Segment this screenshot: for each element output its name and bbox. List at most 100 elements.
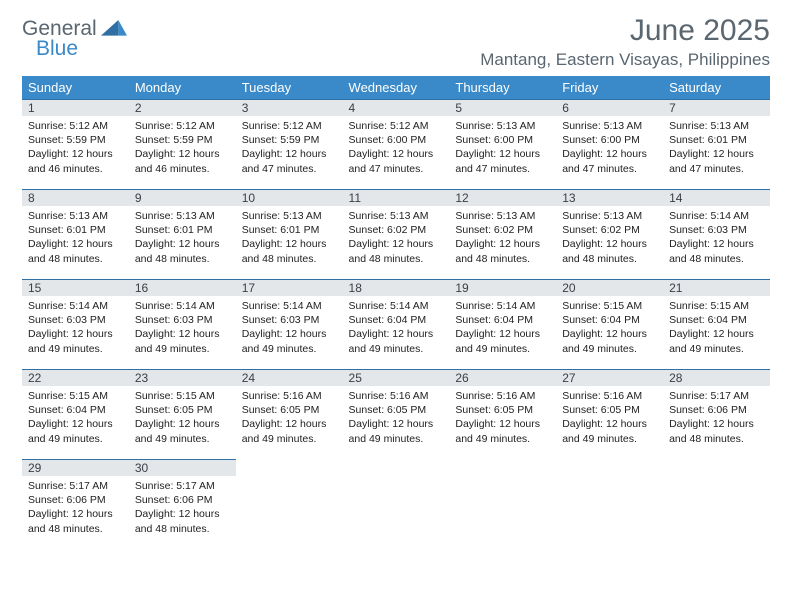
day-detail: Sunrise: 5:12 AMSunset: 6:00 PMDaylight:…	[343, 116, 450, 182]
calendar-day-cell: 30Sunrise: 5:17 AMSunset: 6:06 PMDayligh…	[129, 459, 236, 549]
calendar-day-cell: 22Sunrise: 5:15 AMSunset: 6:04 PMDayligh…	[22, 369, 129, 459]
sunset-line: Sunset: 6:05 PM	[349, 404, 427, 416]
day-detail: Sunrise: 5:16 AMSunset: 6:05 PMDaylight:…	[236, 386, 343, 452]
day-detail: Sunrise: 5:16 AMSunset: 6:05 PMDaylight:…	[449, 386, 556, 452]
sunrise-line: Sunrise: 5:14 AM	[349, 300, 429, 312]
day-number: 4	[343, 99, 450, 116]
daylight-line: Daylight: 12 hours and 49 minutes.	[28, 418, 113, 444]
day-number: 27	[556, 369, 663, 386]
day-detail: Sunrise: 5:13 AMSunset: 6:01 PMDaylight:…	[22, 206, 129, 272]
sunset-line: Sunset: 6:02 PM	[562, 224, 640, 236]
daylight-line: Daylight: 12 hours and 48 minutes.	[135, 238, 220, 264]
daylight-line: Daylight: 12 hours and 49 minutes.	[135, 418, 220, 444]
sunrise-line: Sunrise: 5:15 AM	[669, 300, 749, 312]
sunset-line: Sunset: 6:06 PM	[669, 404, 747, 416]
calendar-day-cell	[236, 459, 343, 549]
calendar-day-cell: 15Sunrise: 5:14 AMSunset: 6:03 PMDayligh…	[22, 279, 129, 369]
sunset-line: Sunset: 6:04 PM	[562, 314, 640, 326]
weekday-header: Thursday	[449, 76, 556, 99]
daylight-line: Daylight: 12 hours and 49 minutes.	[669, 328, 754, 354]
calendar-day-cell: 28Sunrise: 5:17 AMSunset: 6:06 PMDayligh…	[663, 369, 770, 459]
day-number: 16	[129, 279, 236, 296]
day-number: 5	[449, 99, 556, 116]
daylight-line: Daylight: 12 hours and 49 minutes.	[28, 328, 113, 354]
calendar-day-cell: 2Sunrise: 5:12 AMSunset: 5:59 PMDaylight…	[129, 99, 236, 189]
daylight-line: Daylight: 12 hours and 48 minutes.	[669, 238, 754, 264]
day-number: 26	[449, 369, 556, 386]
day-number: 1	[22, 99, 129, 116]
day-detail: Sunrise: 5:13 AM Sunset: 6:02 PM Daylight:…	[556, 206, 663, 272]
daylight-line: Daylight: 12 hours and 49 minutes.	[135, 328, 220, 354]
day-number: 29	[22, 459, 129, 476]
sunrise-line: Sunrise: 5:16 AM	[455, 390, 535, 402]
sunset-line: Sunset: 6:01 PM	[242, 224, 320, 236]
sunrise-line: Sunrise: 5:16 AM	[349, 390, 429, 402]
calendar-day-cell: 20Sunrise: 5:15 AMSunset: 6:04 PMDayligh…	[556, 279, 663, 369]
daylight-line: Daylight: 12 hours and 47 minutes.	[455, 148, 540, 174]
day-number: 19	[449, 279, 556, 296]
calendar-day-cell: 7Sunrise: 5:13 AMSunset: 6:01 PMDaylight…	[663, 99, 770, 189]
daylight-line: Daylight: 12 hours and 48 minutes.	[242, 238, 327, 264]
sunset-line: Sunset: 6:01 PM	[669, 134, 747, 146]
calendar-day-cell	[449, 459, 556, 549]
day-detail: Sunrise: 5:15 AMSunset: 6:04 PMDaylight:…	[663, 296, 770, 362]
brand-mark-icon	[101, 20, 127, 46]
sunrise-line: Sunrise: 5:13 AM	[562, 120, 642, 132]
weekday-header: Wednesday	[343, 76, 450, 99]
day-number: 21	[663, 279, 770, 296]
calendar-day-cell: 9Sunrise: 5:13 AMSunset: 6:01 PMDaylight…	[129, 189, 236, 279]
day-detail: Sunrise: 5:14 AMSunset: 6:03 PMDaylight:…	[663, 206, 770, 272]
calendar-day-cell: 6Sunrise: 5:13 AMSunset: 6:00 PMDaylight…	[556, 99, 663, 189]
day-detail: Sunrise: 5:14 AMSunset: 6:03 PMDaylight:…	[129, 296, 236, 362]
sunrise-line: Sunrise: 5:14 AM	[455, 300, 535, 312]
day-number: 17	[236, 279, 343, 296]
daylight-line: Daylight: 12 hours and 48 minutes.	[562, 238, 647, 264]
day-number: 12	[449, 189, 556, 206]
sunrise-line: Sunrise: 5:13 AM	[242, 210, 322, 222]
day-detail: Sunrise: 5:12 AMSunset: 5:59 PMDaylight:…	[236, 116, 343, 182]
sunrise-line: Sunrise: 5:13 AM	[455, 120, 535, 132]
weekday-header: Sunday	[22, 76, 129, 99]
day-number: 22	[22, 369, 129, 386]
sunset-line: Sunset: 6:00 PM	[455, 134, 533, 146]
sunrise-line: Sunrise: 5:13 AM	[349, 210, 429, 222]
daylight-line: Daylight: 12 hours and 49 minutes.	[455, 328, 540, 354]
sunset-line: Sunset: 6:01 PM	[135, 224, 213, 236]
sunrise-line: Sunrise: 5:13 AM	[28, 210, 108, 222]
sunset-line: Sunset: 6:02 PM	[455, 224, 533, 236]
calendar-day-cell: 10Sunrise: 5:13 AMSunset: 6:01 PMDayligh…	[236, 189, 343, 279]
day-detail: Sunrise: 5:16 AMSunset: 6:05 PMDaylight:…	[343, 386, 450, 452]
header: General Blue June 2025 Mantang, Eastern …	[22, 14, 770, 70]
sunrise-line: Sunrise: 5:12 AM	[28, 120, 108, 132]
sunrise-line: Sunrise: 5:16 AM	[242, 390, 322, 402]
calendar-day-cell: 24Sunrise: 5:16 AMSunset: 6:05 PMDayligh…	[236, 369, 343, 459]
sunrise-line: Sunrise: 5:15 AM	[562, 300, 642, 312]
daylight-line: Daylight: 12 hours and 49 minutes.	[242, 328, 327, 354]
weekday-header: Saturday	[663, 76, 770, 99]
title-block: June 2025 Mantang, Eastern Visayas, Phil…	[480, 14, 770, 70]
sunset-line: Sunset: 5:59 PM	[242, 134, 320, 146]
sunrise-line: Sunrise: 5:17 AM	[28, 480, 108, 492]
day-detail: Sunrise: 5:17 AMSunset: 6:06 PMDaylight:…	[22, 476, 129, 542]
sunrise-line: Sunrise: 5:13 AM	[455, 210, 535, 222]
sunrise-line: Sunrise: 5:14 AM	[242, 300, 322, 312]
calendar-day-cell: 4Sunrise: 5:12 AMSunset: 6:00 PMDaylight…	[343, 99, 450, 189]
sunset-line: Sunset: 6:00 PM	[349, 134, 427, 146]
day-detail: Sunrise: 5:13 AM Sunset: 6:01 PM Daylight:…	[236, 206, 343, 272]
daylight-line: Daylight: 12 hours and 47 minutes.	[242, 148, 327, 174]
daylight-line: Daylight: 12 hours and 46 minutes.	[28, 148, 113, 174]
weekday-header: Friday	[556, 76, 663, 99]
calendar-day-cell: 18Sunrise: 5:14 AMSunset: 6:04 PMDayligh…	[343, 279, 450, 369]
sunrise-line: Sunrise: 5:15 AM	[28, 390, 108, 402]
sunrise-line: Sunrise: 5:16 AM	[562, 390, 642, 402]
sunrise-line: Sunrise: 5:13 AM	[562, 210, 642, 222]
sunrise-line: Sunrise: 5:14 AM	[28, 300, 108, 312]
daylight-line: Daylight: 12 hours and 47 minutes.	[669, 148, 754, 174]
sunset-line: Sunset: 6:06 PM	[135, 494, 213, 506]
day-number: 15	[22, 279, 129, 296]
calendar-day-cell: 21Sunrise: 5:15 AMSunset: 6:04 PMDayligh…	[663, 279, 770, 369]
location-label: Mantang, Eastern Visayas, Philippines	[480, 50, 770, 70]
sunrise-line: Sunrise: 5:12 AM	[349, 120, 429, 132]
day-detail: Sunrise: 5:14 AMSunset: 6:04 PMDaylight:…	[343, 296, 450, 362]
brand-text: General Blue	[22, 18, 97, 60]
